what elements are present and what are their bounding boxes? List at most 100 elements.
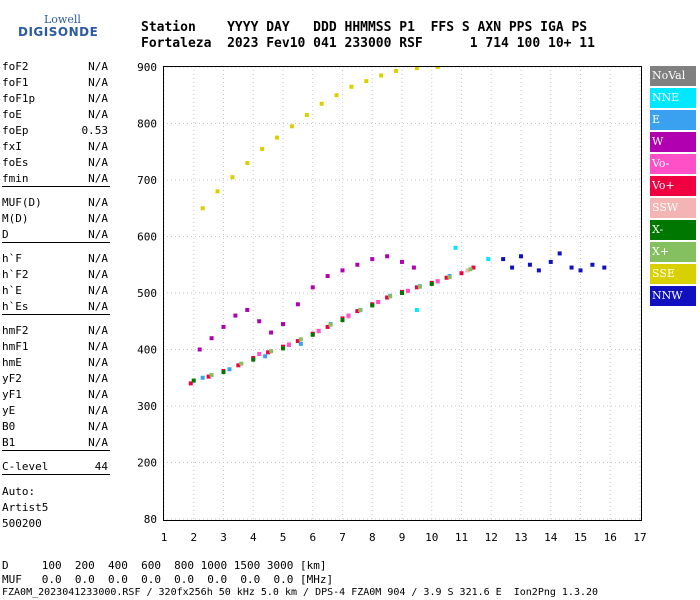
param-row-fof1p: foF1p N/A — [2, 92, 108, 106]
echo-point — [319, 101, 324, 106]
x-tick-label: 6 — [309, 531, 316, 544]
echo-point — [340, 318, 345, 323]
param-name: yF1 — [2, 388, 22, 401]
param-name: foF2 — [2, 60, 29, 73]
legend-ssw: SSW — [650, 198, 696, 218]
legend-sse: SSE — [650, 264, 696, 284]
echo-point — [394, 68, 399, 73]
echo-point — [200, 206, 205, 211]
y-tick-label: 300 — [137, 400, 157, 413]
echo-point — [435, 279, 440, 284]
echo-point — [200, 375, 205, 380]
echo-point — [286, 342, 291, 347]
param-value: N/A — [88, 404, 108, 417]
series-w — [197, 254, 416, 352]
echo-point — [233, 313, 238, 318]
series-nne — [414, 245, 491, 312]
panel-separator — [2, 474, 110, 475]
echo-point — [346, 313, 351, 318]
param-name: h`Es — [2, 300, 29, 313]
param-value: N/A — [88, 108, 108, 121]
legend-vo-minus: Vo- — [650, 154, 696, 174]
echo-point — [364, 79, 369, 84]
echo-point — [414, 66, 419, 71]
echo-point — [206, 374, 211, 379]
echo-point — [340, 268, 345, 273]
param-row-hmf2: hmF2 N/A — [2, 324, 108, 338]
param-value: N/A — [88, 356, 108, 369]
logo-digisonde: DIGISONDE — [18, 25, 99, 39]
param-row-foes: foEs N/A — [2, 156, 108, 170]
param-value: N/A — [88, 340, 108, 353]
echo-point — [385, 254, 390, 259]
param-row-he: h`E N/A — [2, 284, 108, 298]
param-value: N/A — [88, 76, 108, 89]
echo-point — [263, 354, 268, 359]
legend-w: W — [650, 132, 696, 152]
param-value: N/A — [88, 388, 108, 401]
param-row-fmin: fmin N/A — [2, 172, 108, 186]
param-name: h`F — [2, 252, 22, 265]
x-tick-label: 16 — [604, 531, 617, 544]
series-vo-minus — [257, 279, 440, 357]
y-tick-label: 800 — [137, 118, 157, 131]
echo-point — [310, 285, 315, 290]
lowell-digisonde-logo: Lowell DIGISONDE — [6, 6, 98, 40]
y-tick-label: 700 — [137, 174, 157, 187]
x-tick-label: 14 — [544, 531, 558, 544]
echo-point — [400, 291, 404, 295]
ionogram-plot — [163, 66, 642, 521]
echo-point — [405, 288, 410, 293]
echo-point — [385, 295, 390, 300]
echo-point — [388, 294, 393, 299]
x-tick-label: 12 — [485, 531, 498, 544]
echo-point — [281, 346, 285, 351]
y-tick-label: 400 — [137, 344, 157, 357]
echo-point — [447, 275, 452, 280]
echo-point — [257, 319, 262, 324]
y-tick-label: 500 — [137, 287, 157, 300]
param-row-hmf1: hmF1 N/A — [2, 340, 108, 354]
echo-point — [334, 93, 339, 98]
param-row-foep: foEp 0.53 — [2, 124, 108, 138]
echo-point — [435, 66, 440, 69]
param-value: N/A — [88, 60, 108, 73]
param-row-hme: hmE N/A — [2, 356, 108, 370]
x-tick-label: 13 — [514, 531, 527, 544]
panel-separator — [2, 450, 110, 451]
echo-point — [245, 161, 250, 166]
param-value: N/A — [88, 140, 108, 153]
echo-point — [269, 349, 274, 354]
logo-lowell: Lowell — [44, 13, 81, 26]
y-tick-label: 600 — [137, 231, 157, 244]
echo-point — [310, 332, 315, 337]
legend-vo-plus: Vo+ — [650, 176, 696, 196]
echo-point — [486, 257, 491, 262]
echo-point — [548, 259, 553, 264]
param-row-md: M(D) N/A — [2, 212, 108, 226]
echo-point — [400, 259, 404, 264]
echo-point — [304, 113, 309, 118]
echo-point — [191, 378, 196, 383]
legend-noval: NoVal — [650, 66, 696, 86]
param-name: hmE — [2, 356, 22, 369]
legend-x-minus: X- — [650, 220, 696, 240]
echo-point — [230, 175, 235, 180]
x-tick-label: 11 — [455, 531, 468, 544]
echo-point — [281, 322, 285, 327]
x-tick-label: 5 — [280, 531, 287, 544]
x-tick-label: 8 — [369, 531, 376, 544]
panel-separator — [2, 242, 110, 243]
param-name: yE — [2, 404, 16, 417]
param-name: h`E — [2, 284, 22, 297]
param-name: yF2 — [2, 372, 22, 385]
param-value: N/A — [88, 324, 108, 337]
echo-point — [468, 267, 473, 272]
legend-nne: NNE — [650, 88, 696, 108]
param-name: hmF2 — [2, 324, 29, 337]
echo-point — [209, 372, 214, 377]
echo-point — [289, 124, 294, 129]
param-name: foF1 — [2, 76, 29, 89]
param-value: N/A — [88, 92, 108, 105]
param-name: foF1p — [2, 92, 36, 105]
